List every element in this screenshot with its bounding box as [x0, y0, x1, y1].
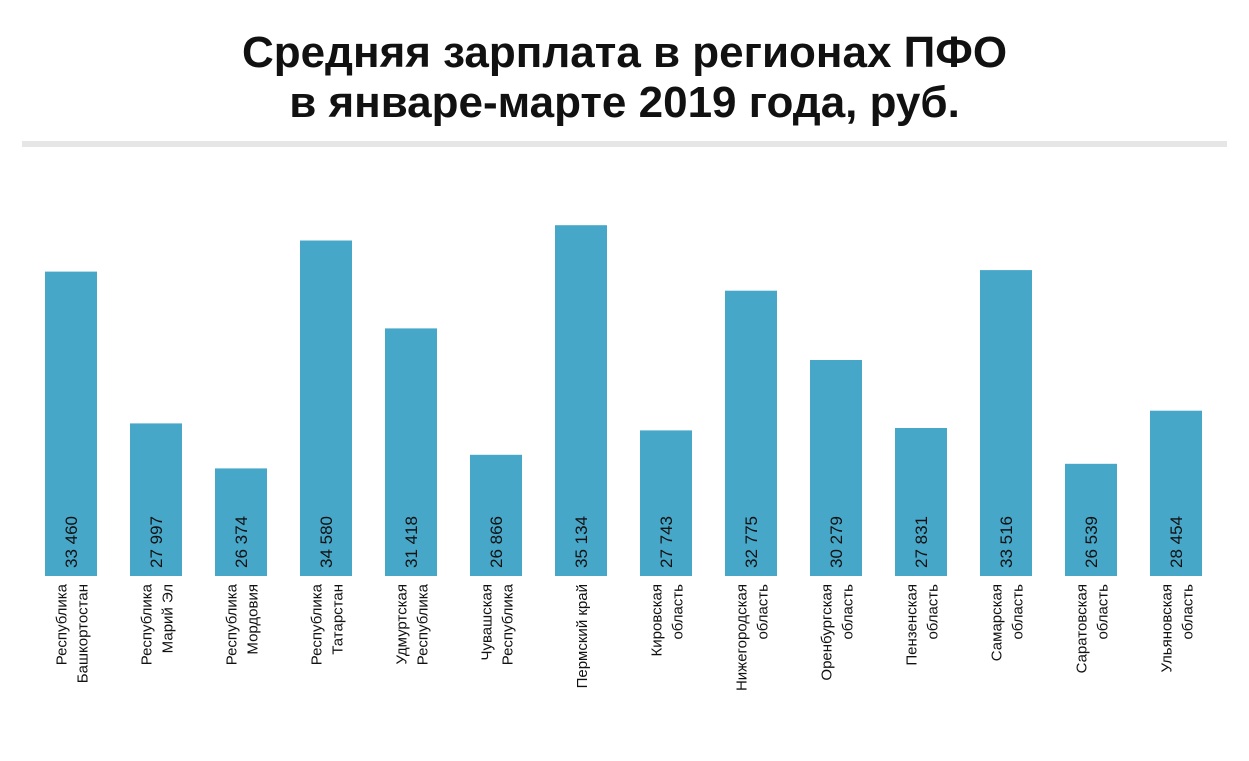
bar-1 [45, 271, 97, 576]
value-label-7: 35 134 [572, 516, 591, 568]
category-label-2-line-1: Республика [139, 583, 156, 665]
category-label-14-line-1: Ульяновская [1159, 584, 1176, 673]
bar-11 [895, 428, 947, 576]
bar-9 [725, 290, 777, 576]
bar-14 [1150, 410, 1202, 576]
category-label-14-line-2: область [1180, 584, 1197, 640]
value-label-1: 33 460 [62, 516, 81, 568]
value-label-11: 27 831 [912, 516, 931, 568]
category-label-6-line-2: Республика [500, 583, 517, 665]
bar-8 [640, 430, 692, 576]
category-label-6-line-1: Чувашская [479, 584, 496, 661]
category-label-8-line-2: область [670, 584, 687, 640]
bar-4 [300, 240, 352, 576]
title-divider [22, 141, 1227, 147]
category-label-3-line-2: Мордовия [245, 584, 262, 655]
value-label-3: 26 374 [232, 516, 251, 568]
category-label-10-line-1: Оренбургская [819, 584, 836, 681]
category-label-13-line-1: Саратовская [1074, 584, 1091, 673]
bar-6 [470, 454, 522, 576]
value-label-12: 33 516 [997, 516, 1016, 568]
category-label-3-line-1: Республика [224, 583, 241, 665]
category-label-7-line-1: Пермский край [574, 584, 591, 688]
bar-7 [555, 225, 607, 576]
bar-2 [130, 423, 182, 576]
category-label-10-line-2: область [840, 584, 857, 640]
bar-13 [1065, 463, 1117, 576]
category-label-9-line-1: Нижегородская [734, 584, 751, 691]
category-label-5-line-1: Удмуртская [394, 584, 411, 665]
value-label-2: 27 997 [147, 516, 166, 568]
category-label-13-line-2: область [1095, 584, 1112, 640]
category-label-12-line-1: Самарская [989, 584, 1006, 661]
category-label-1-line-1: Республика [54, 583, 71, 665]
category-label-4-line-2: Татарстан [330, 584, 347, 655]
value-label-8: 27 743 [657, 516, 676, 568]
chart-title: Средняя зарплата в регионах ПФО в январе… [0, 28, 1249, 128]
bar-5 [385, 328, 437, 576]
value-label-6: 26 866 [487, 516, 506, 568]
value-label-5: 31 418 [402, 516, 421, 568]
bar-10 [810, 360, 862, 576]
category-label-8-line-1: Кировская [649, 584, 666, 656]
category-label-5-line-2: Республика [415, 583, 432, 665]
category-label-2-line-2: Марий Эл [160, 584, 177, 653]
category-label-12-line-2: область [1010, 584, 1027, 640]
chart-title-line-2: в январе-марте 2019 года, руб. [289, 78, 960, 127]
category-label-11-line-2: область [925, 584, 942, 640]
value-label-10: 30 279 [827, 516, 846, 568]
bar-12 [980, 270, 1032, 576]
category-label-11-line-1: Пензенская [904, 584, 921, 666]
category-label-1-line-2: Башкортостан [75, 584, 92, 683]
value-label-14: 28 454 [1167, 516, 1186, 568]
bar-3 [215, 468, 267, 576]
category-label-4-line-1: Республика [309, 583, 326, 665]
value-label-4: 34 580 [317, 516, 336, 568]
value-label-9: 32 775 [742, 516, 761, 568]
category-label-9-line-2: область [755, 584, 772, 640]
value-label-13: 26 539 [1082, 516, 1101, 568]
chart-title-line-1: Средняя зарплата в регионах ПФО [241, 28, 1008, 77]
